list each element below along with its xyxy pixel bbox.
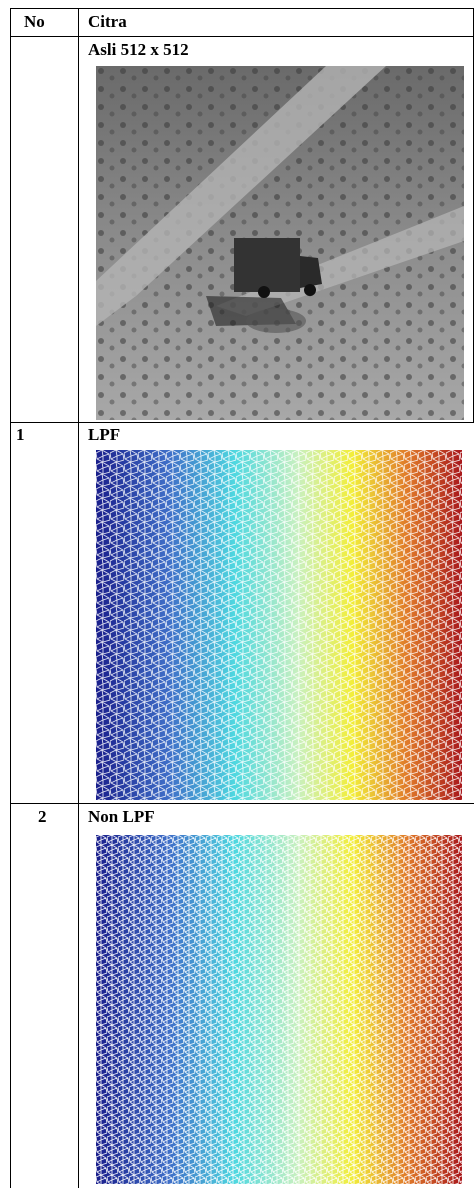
caption: LPF <box>88 425 121 444</box>
rule <box>78 8 79 1188</box>
rule <box>10 36 474 37</box>
row-number: 2 <box>38 807 47 826</box>
rule <box>10 803 474 804</box>
caption: Asli 512 x 512 <box>88 40 189 59</box>
segmented-image <box>96 450 462 800</box>
rule <box>10 422 474 423</box>
caption: Non LPF <box>88 807 155 826</box>
rule <box>10 8 474 9</box>
segmented-image <box>96 835 462 1184</box>
rule <box>10 8 11 1188</box>
header-cell: Citra <box>88 12 127 31</box>
header-cell: No <box>24 12 45 31</box>
photo <box>96 66 464 420</box>
row-number: 1 <box>16 425 25 444</box>
